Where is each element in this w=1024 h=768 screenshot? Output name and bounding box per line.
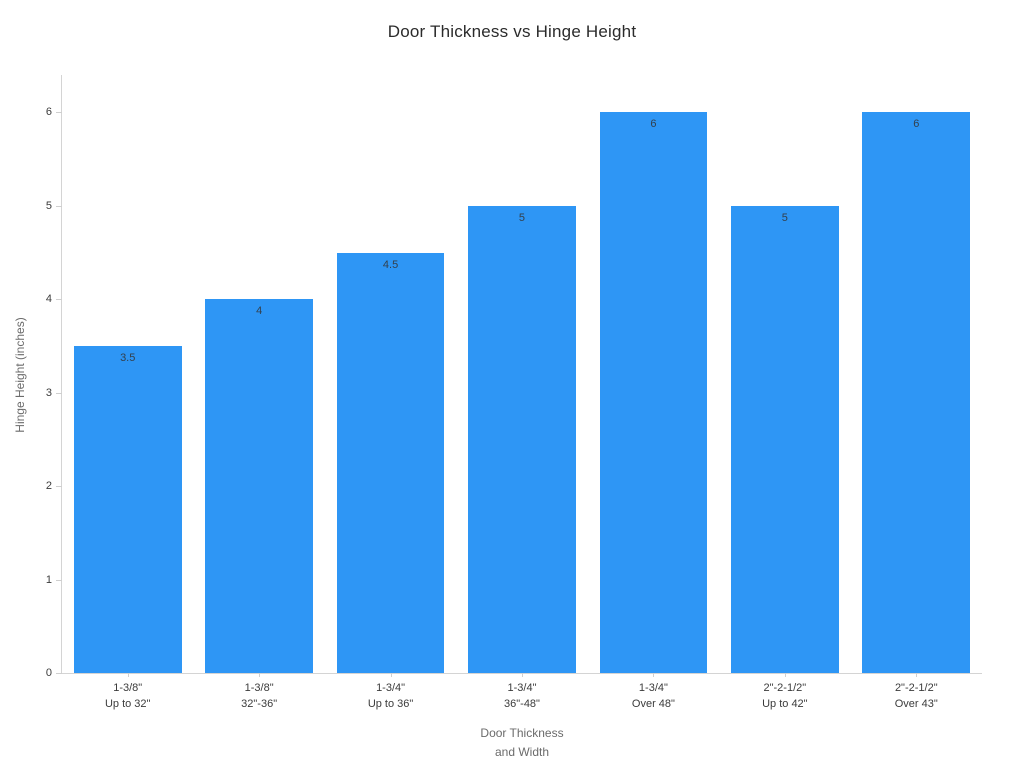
y-tick-label: 1	[45, 573, 52, 586]
y-tick-mark	[56, 579, 62, 581]
x-tick-mark	[522, 673, 523, 677]
x-tick-label: 2"-2-1/2" Over 43"	[894, 682, 938, 710]
x-axis-title: Door Thickness and Width	[480, 726, 564, 759]
y-tick-mark	[56, 205, 62, 207]
y-tick-label: 2	[45, 480, 52, 493]
y-tick-label: 5	[45, 199, 52, 212]
chart-title: Door Thickness vs Hinge Height	[387, 22, 637, 41]
x-tick-mark	[127, 673, 129, 677]
bar: 5	[468, 205, 576, 673]
bar: 6	[599, 112, 708, 673]
bar: 4	[205, 299, 314, 673]
bar: 4.5	[336, 252, 445, 673]
y-tick-label: 6	[45, 106, 52, 119]
plot-area: 3.5 4 4.5 5 6 5 6 0 1 2 3 4 5 6 1-3/8" Up to 32" 1-3/…	[46, 75, 982, 710]
x-tick-mark	[653, 673, 655, 677]
bar-value-label: 4	[256, 305, 263, 318]
bar: 5	[730, 205, 839, 673]
x-tick-mark	[390, 673, 392, 677]
bar: 3.5	[73, 345, 182, 673]
y-tick-mark	[56, 486, 62, 488]
bar-value-label: 6	[913, 118, 920, 131]
x-axis-line	[61, 673, 982, 674]
y-tick-label: 4	[45, 293, 52, 306]
y-tick-mark	[56, 673, 62, 674]
y-axis-title: Hinge Height (inches)	[13, 317, 27, 433]
bar: 6	[862, 112, 971, 673]
x-tick-label: 1-3/8" Up to 32"	[104, 682, 151, 710]
y-tick-label: 0	[45, 667, 52, 679]
x-tick-label: 2"-2-1/2" Up to 42"	[762, 682, 808, 710]
x-tick-label: 1-3/8" 32"-36"	[241, 682, 278, 710]
y-tick-mark	[56, 299, 62, 301]
x-tick-mark	[916, 673, 918, 677]
y-tick-mark	[56, 112, 62, 114]
bar-value-label: 5	[781, 211, 788, 224]
x-tick-label: 1-3/4" Up to 36"	[367, 682, 414, 710]
x-tick-mark	[259, 673, 261, 677]
y-tick-label: 3	[45, 386, 52, 399]
bar-value-label: 4.5	[382, 258, 399, 271]
x-tick-label: 1-3/4" 36"-48"	[504, 682, 540, 710]
x-tick-label: 1-3/4" Over 48"	[631, 682, 675, 710]
y-axis-line	[61, 75, 62, 673]
x-tick-mark	[784, 673, 786, 677]
bar-value-label: 6	[650, 118, 657, 131]
bar-value-label: 3.5	[120, 351, 136, 364]
y-tick-mark	[56, 392, 62, 394]
bar-value-label: 5	[518, 211, 526, 224]
